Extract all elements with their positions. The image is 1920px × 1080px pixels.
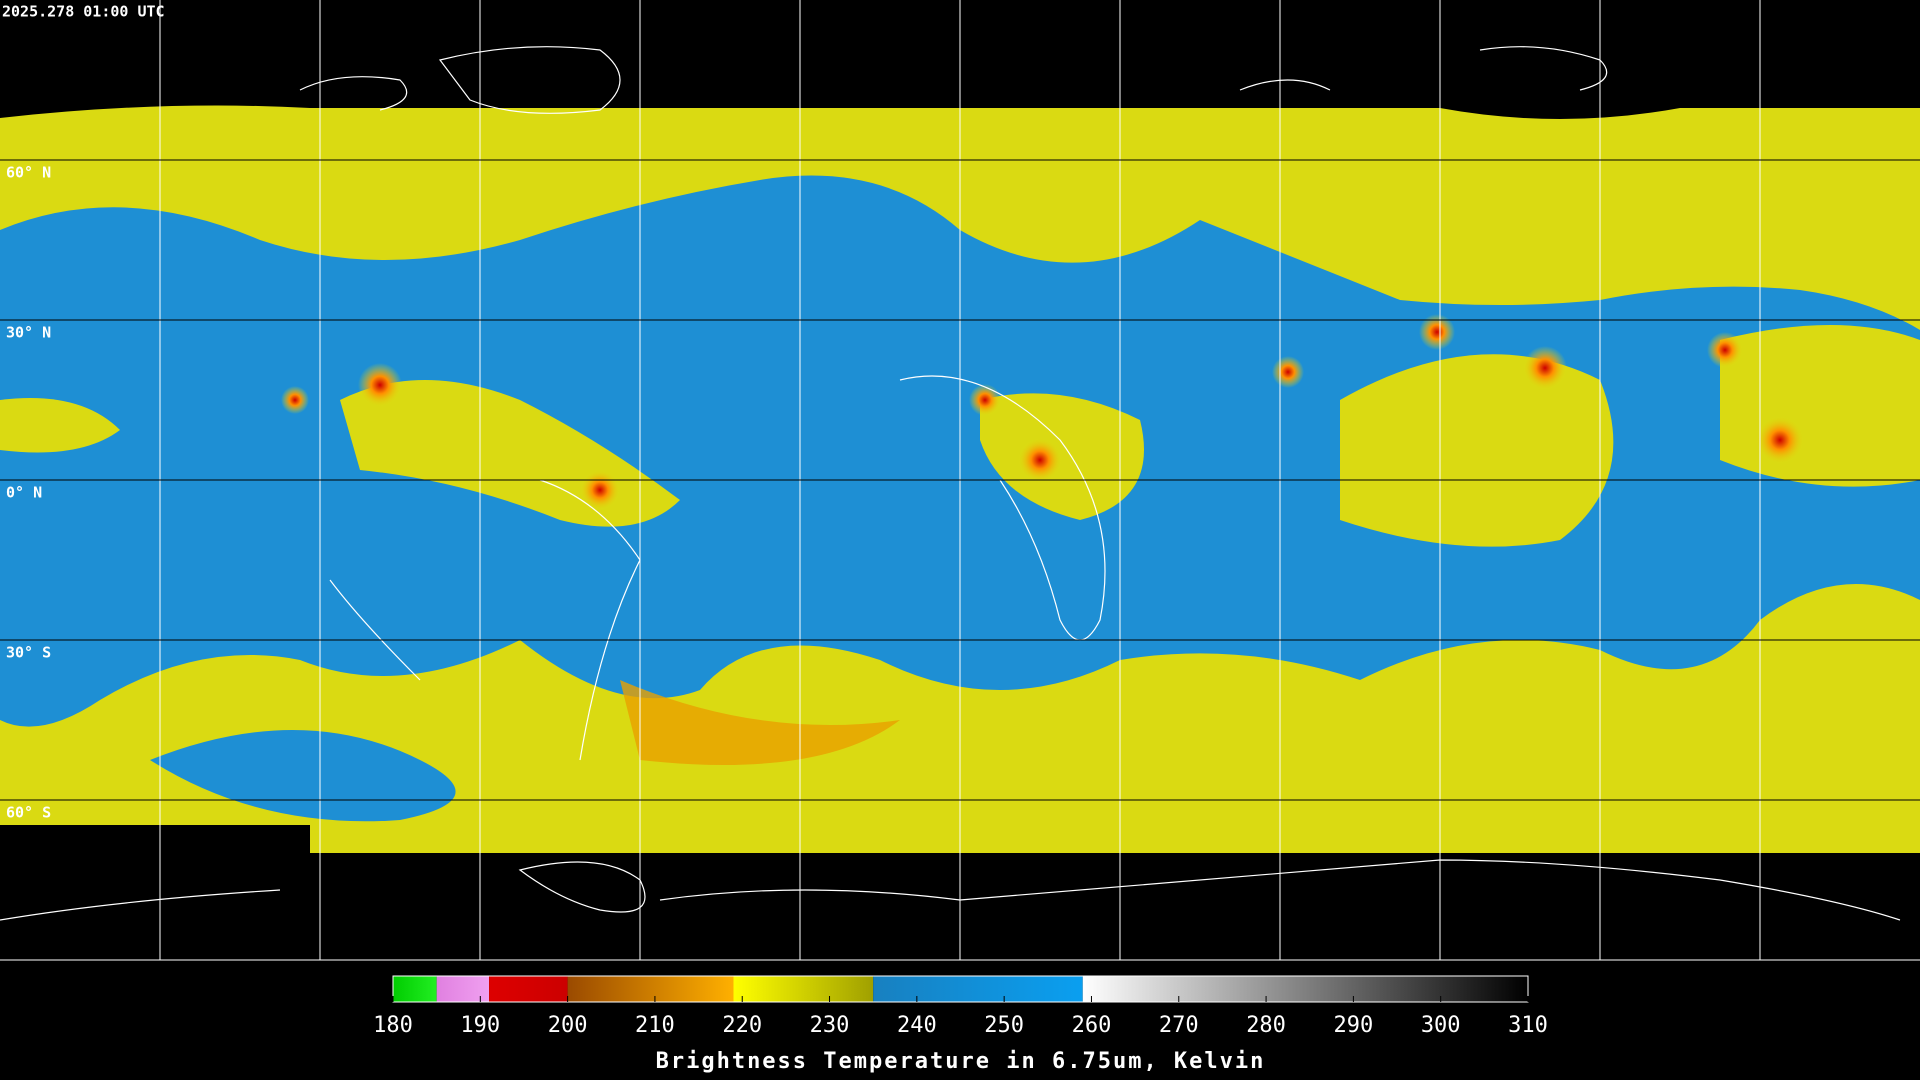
colorbar-segment xyxy=(873,976,1083,1002)
colorbar-tick-label: 260 xyxy=(1072,1013,1112,1038)
timestamp: 2025.278 01:00 UTC xyxy=(2,3,165,21)
colorbar-segment xyxy=(1082,976,1528,1002)
colorbar-tick-label: 240 xyxy=(897,1013,937,1038)
convective-cluster xyxy=(980,393,1144,520)
colorbar-tick-label: 180 xyxy=(373,1013,413,1038)
storms xyxy=(281,314,1804,510)
colorbar-segment xyxy=(567,976,734,1002)
colorbar-segment xyxy=(436,976,490,1002)
coastline xyxy=(329,579,421,681)
colorbar-tick-label: 310 xyxy=(1508,1013,1548,1038)
storm xyxy=(1419,314,1455,350)
coastline xyxy=(438,46,621,114)
coastlines xyxy=(0,46,1901,921)
lat-label: 0° N xyxy=(6,484,42,502)
colorbar-segment xyxy=(733,976,874,1002)
coastline xyxy=(518,861,646,913)
lat-label: 30° S xyxy=(6,644,51,662)
storm xyxy=(580,470,620,510)
storm xyxy=(1707,332,1743,368)
colorbar-tick-label: 220 xyxy=(722,1013,762,1038)
dry-slot xyxy=(150,730,456,822)
colorbar-frame xyxy=(392,975,1529,1003)
colorbar: 180 190 200 210 220 230 240 250 260 270 280 290 300 3… xyxy=(373,975,1548,1074)
cold-band xyxy=(620,680,900,765)
colorbar-segment xyxy=(393,976,437,1002)
coastline xyxy=(659,859,1901,921)
storm xyxy=(358,363,402,407)
colorbar-tick-label: 190 xyxy=(460,1013,500,1038)
storm xyxy=(1756,416,1804,464)
convective-cluster xyxy=(1720,325,1920,487)
graticule: 60° N 30° N 0° N 30° S 60° S xyxy=(0,0,1920,961)
coastline xyxy=(0,889,281,921)
colorbar-tick-label: 280 xyxy=(1246,1013,1286,1038)
lat-label: 60° N xyxy=(6,164,51,182)
coastline xyxy=(1239,79,1331,91)
storm xyxy=(281,386,309,414)
coastline xyxy=(539,479,641,761)
storm xyxy=(1018,438,1062,482)
colorbar-tick-label: 200 xyxy=(548,1013,588,1038)
lat-label: 30° N xyxy=(6,324,51,342)
colorbar-segment xyxy=(489,976,568,1002)
colorbar-tick-label: 210 xyxy=(635,1013,675,1038)
colorbar-tick-label: 230 xyxy=(810,1013,850,1038)
colorbar-tick-label: 250 xyxy=(984,1013,1024,1038)
storm xyxy=(969,384,1001,416)
colorbar-tick-label: 270 xyxy=(1159,1013,1199,1038)
coastline xyxy=(299,76,408,111)
lat-label: 60° S xyxy=(6,804,51,822)
storm xyxy=(1272,356,1304,388)
coastline xyxy=(899,375,1106,641)
colorbar-title: Brightness Temperature in 6.75um, Kelvin xyxy=(656,1049,1266,1074)
colorbar-tick-label: 290 xyxy=(1334,1013,1374,1038)
storm xyxy=(1523,346,1567,390)
convective-cluster xyxy=(1340,354,1614,547)
convective-cluster xyxy=(0,398,120,453)
colorbar-tick-label: 300 xyxy=(1421,1013,1461,1038)
coastline xyxy=(1479,46,1608,91)
